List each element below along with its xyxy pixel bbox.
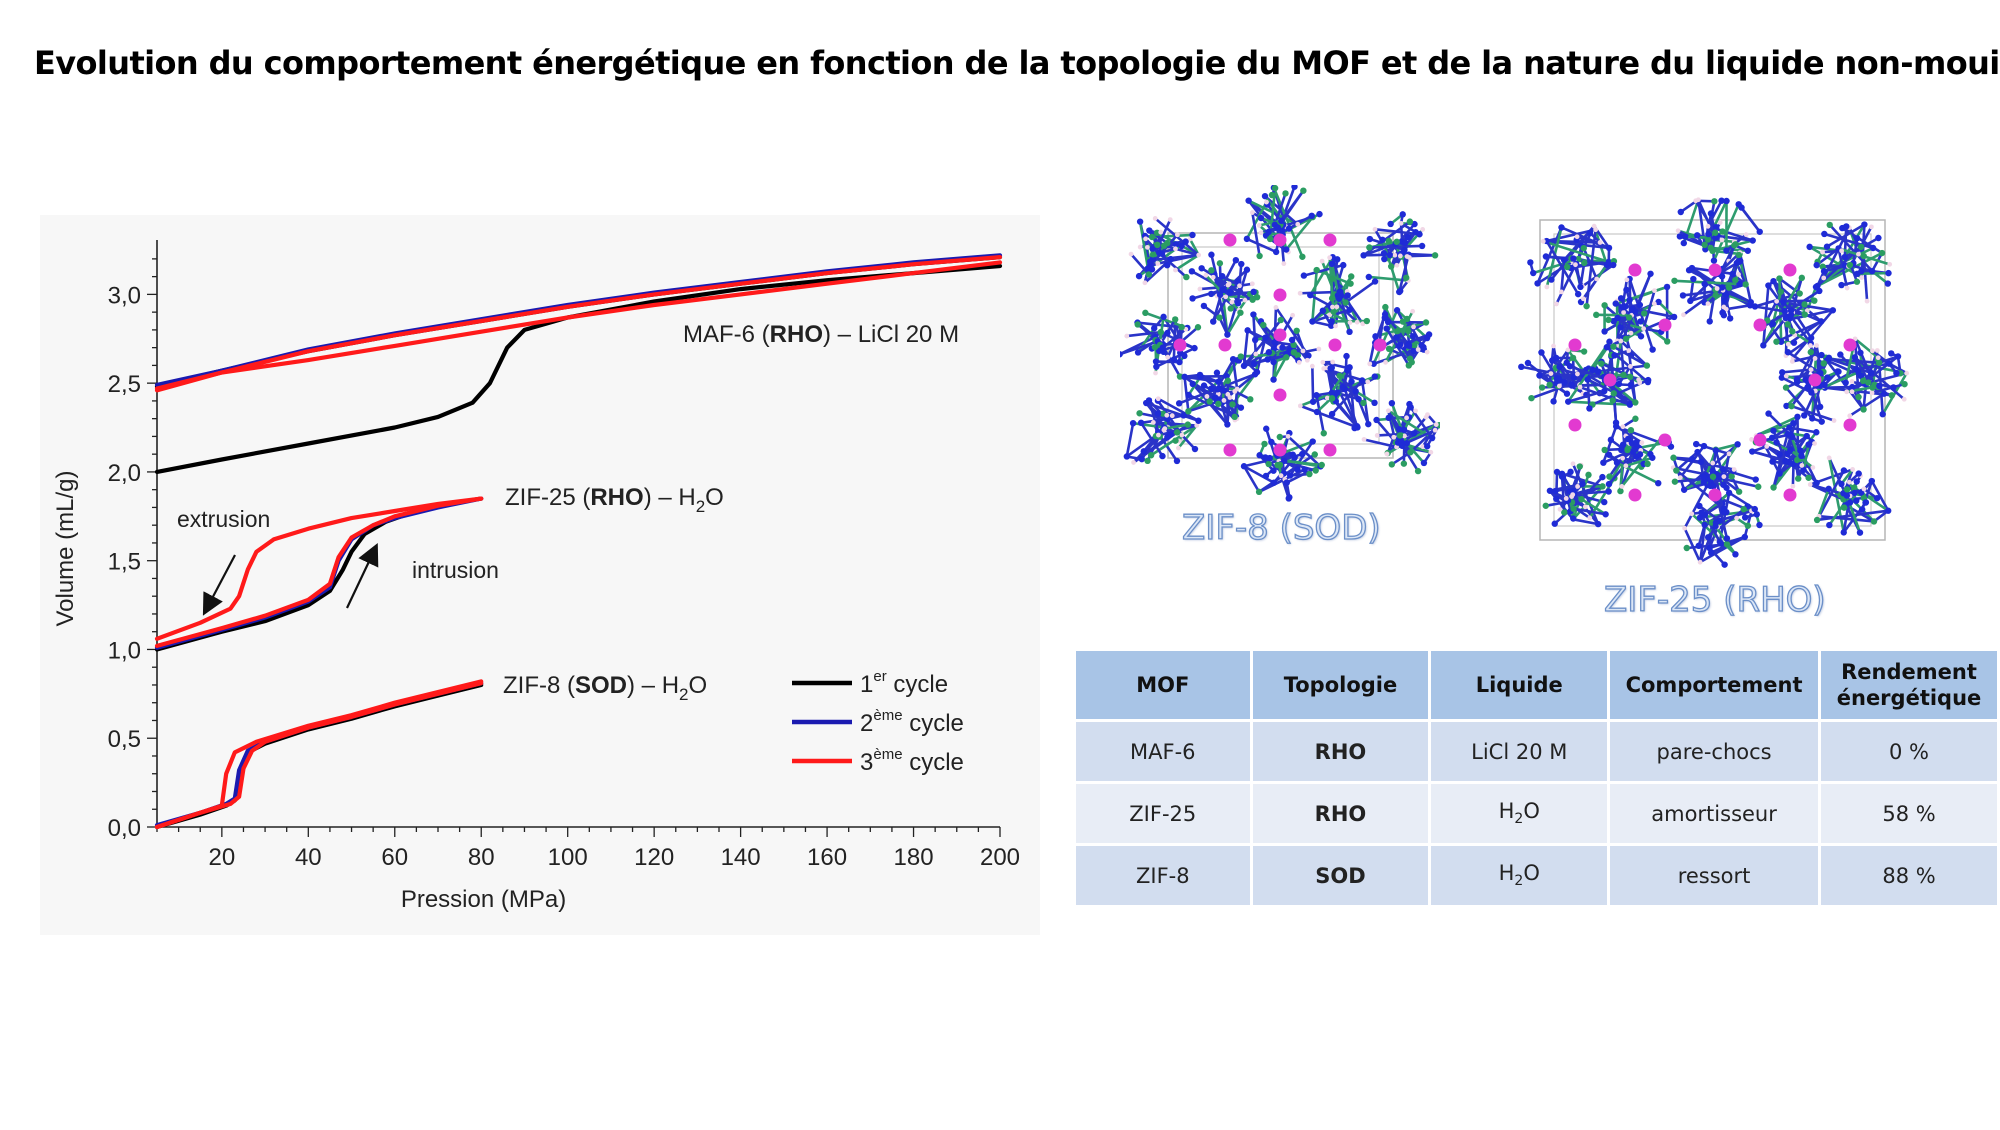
zif25-structure-image	[1515, 195, 1910, 570]
series-line-zif-8-extrusion	[154, 679, 484, 830]
cell-mof: ZIF-25	[1076, 784, 1250, 843]
chart-panel: 20 40 60 80 100 120 140 160 180 200 0,0 0,5 1,0 1,5 2,…	[40, 215, 1040, 935]
header-comportement: Comportement	[1610, 651, 1819, 719]
header-topologie: Topologie	[1252, 651, 1429, 719]
extrusion-label: extrusion	[177, 506, 270, 532]
x-tick-label: 200	[980, 844, 1020, 871]
zif25-structure-label: ZIF-25 (RHO)	[1603, 579, 1826, 620]
series-line-zif-25-extrusion	[154, 496, 484, 641]
table-row: ZIF-8 SOD H2O ressort 88 %	[1076, 846, 1997, 905]
legend-label: 1er cycle	[860, 668, 948, 698]
header-liquide: Liquide	[1431, 651, 1608, 719]
zif8-structure-image	[1116, 183, 1443, 505]
cell-topologie: RHO	[1252, 784, 1429, 843]
table-row: MAF-6 RHO LiCl 20 M pare-chocs 0 %	[1076, 722, 1997, 781]
summary-table: MOF Topologie Liquide Comportement Rende…	[1073, 648, 2000, 908]
cell-rendement: 88 %	[1821, 846, 1997, 905]
zif8-series-label: ZIF-8 (SOD) – H2O	[503, 672, 707, 704]
series-line-zif-8-intrusion	[154, 682, 484, 830]
y-tick-label: 3,0	[108, 282, 141, 309]
x-tick-label: 20	[208, 844, 235, 871]
slide-title: Evolution du comportement énergétique en…	[34, 44, 2000, 82]
cell-comportement: pare-chocs	[1610, 722, 1819, 781]
legend-label: 2ème cycle	[860, 707, 964, 737]
cell-liquide: H2O	[1431, 784, 1608, 843]
intrusion-arrow	[346, 543, 379, 609]
chart-series	[154, 253, 1003, 830]
y-tick-label: 2,0	[108, 460, 141, 487]
x-tick-label: 60	[381, 844, 408, 871]
series-line-zif-25-intrusion	[154, 496, 484, 648]
intrusion-label: intrusion	[412, 557, 499, 583]
cell-rendement: 58 %	[1821, 784, 1997, 843]
chart-annotations: MAF-6 (RHO) – LiCl 20 M ZIF-25 (RHO) – H2…	[177, 321, 959, 704]
cell-mof: ZIF-8	[1076, 846, 1250, 905]
series-line-maf-6-decompression	[154, 260, 1003, 393]
series-line-maf-6-compression	[154, 255, 1003, 391]
cell-liquide: LiCl 20 M	[1431, 722, 1608, 781]
y-tick-label: 0,5	[108, 726, 141, 753]
cell-comportement: ressort	[1610, 846, 1819, 905]
y-tick-label: 0,0	[108, 815, 141, 842]
x-axis-label: Pression (MPa)	[401, 886, 566, 913]
y-tick-label: 1,0	[108, 637, 141, 664]
legend-label: 3ème cycle	[860, 746, 964, 776]
x-tick-label: 40	[295, 844, 322, 871]
series-line-maf-6-intrusion	[154, 263, 1003, 474]
cell-rendement: 0 %	[1821, 722, 1997, 781]
maf6-series-label: MAF-6 (RHO) – LiCl 20 M	[683, 321, 959, 348]
hysteresis-chart: 20 40 60 80 100 120 140 160 180 200 0,0 0,5 1,0 1,5 2,…	[52, 240, 1020, 913]
zif8-structure-label: ZIF-8 (SOD)	[1181, 507, 1381, 548]
table-row: ZIF-25 RHO H2O amortisseur 58 %	[1076, 784, 1997, 843]
series-line-zif-8-intrusion	[154, 681, 484, 830]
header-mof: MOF	[1076, 651, 1250, 719]
chart-axes: 20 40 60 80 100 120 140 160 180 200 0,0 0,5 1,0 1,5 2,…	[52, 240, 1020, 913]
x-tick-label: 100	[548, 844, 588, 871]
cell-comportement: amortisseur	[1610, 784, 1819, 843]
x-tick-label: 180	[894, 844, 934, 871]
x-tick-label: 140	[721, 844, 761, 871]
series-line-zif-8-intrusion	[154, 681, 484, 828]
y-axis-label: Volume (mL/g)	[52, 470, 79, 626]
table-header-row: MOF Topologie Liquide Comportement Rende…	[1076, 651, 1997, 719]
x-tick-label: 160	[807, 844, 847, 871]
cell-topologie: RHO	[1252, 722, 1429, 781]
header-rendement: Rendement énergétique	[1821, 651, 1997, 719]
cell-topologie: SOD	[1252, 846, 1429, 905]
cell-mof: MAF-6	[1076, 722, 1250, 781]
cell-liquide: H2O	[1431, 846, 1608, 905]
x-tick-label: 120	[634, 844, 674, 871]
y-tick-label: 2,5	[108, 371, 141, 398]
zif25-series-label: ZIF-25 (RHO) – H2O	[505, 484, 724, 516]
extrusion-arrow	[202, 554, 236, 616]
chart-legend: 1er cycle 2ème cycle 3ème cycle	[792, 668, 964, 776]
x-tick-label: 80	[468, 844, 495, 871]
y-tick-label: 1,5	[108, 549, 141, 576]
